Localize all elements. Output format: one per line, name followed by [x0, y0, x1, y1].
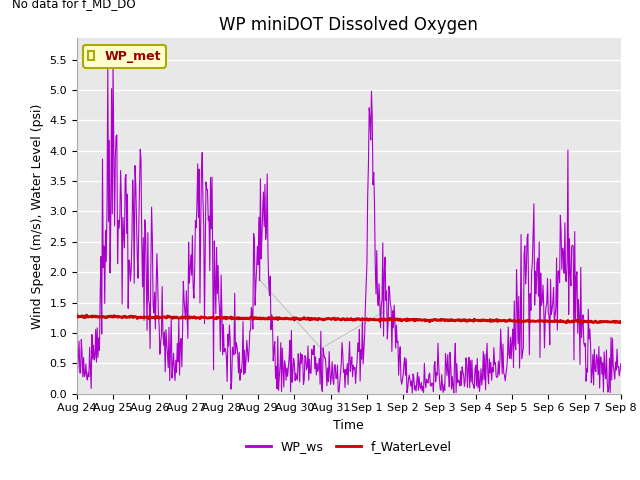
Title: WP miniDOT Dissolved Oxygen: WP miniDOT Dissolved Oxygen — [220, 16, 478, 34]
Y-axis label: Wind Speed (m/s), Water Level (psi): Wind Speed (m/s), Water Level (psi) — [31, 103, 44, 329]
X-axis label: Time: Time — [333, 419, 364, 432]
Text: No data for f_MD_DO: No data for f_MD_DO — [12, 0, 135, 10]
Legend: WP_ws, f_WaterLevel: WP_ws, f_WaterLevel — [241, 435, 457, 458]
